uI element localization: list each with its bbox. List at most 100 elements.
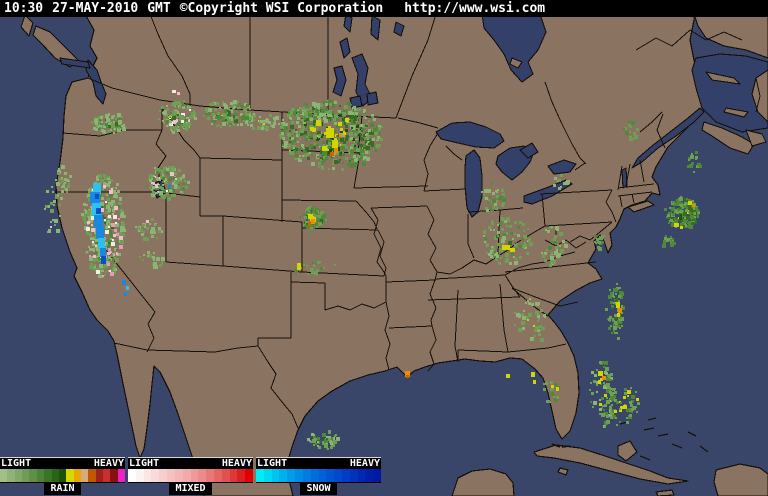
radar-cell-new-england-offshore xyxy=(691,223,694,226)
radar-cell-oregon-cascades xyxy=(93,122,95,124)
radar-cell-montana xyxy=(234,119,238,123)
radar-cell-mexico-streak xyxy=(328,431,331,434)
radar-cell-carolina-coast-line xyxy=(613,302,615,304)
radar-cell-bahamas-cells xyxy=(628,398,630,400)
radar-cell-carolina-coast-line xyxy=(610,292,613,295)
radar-cell-mexico-streak xyxy=(328,438,331,441)
radar-core-cell xyxy=(345,118,349,122)
radar-cell-bahamas-cells xyxy=(609,391,612,394)
radar-cell-north-dakota-minnesota xyxy=(342,153,345,156)
radar-cell-nebraska-colorado-cell xyxy=(312,225,314,227)
radar-core-cell xyxy=(680,226,683,229)
radar-cell-norcal-coast-specks xyxy=(51,186,53,188)
radar-cell-sierra-nevada xyxy=(84,228,86,230)
radar-cell-north-dakota-minnesota xyxy=(304,154,307,157)
bar-segment xyxy=(373,469,381,482)
radar-cell-north-dakota-minnesota xyxy=(354,161,357,164)
radar-core-cell xyxy=(617,313,620,317)
radar-cell-idaho xyxy=(176,116,178,118)
radar-cell-north-dakota-minnesota xyxy=(318,162,321,165)
radar-cell-lake-michigan-specks xyxy=(486,209,489,212)
radar-cell-oregon-coast xyxy=(69,175,72,178)
radar-cell-oregon-cascades xyxy=(114,128,116,130)
radar-cell-sierra-nevada xyxy=(110,210,113,213)
radar-cell-saskatchewan-band xyxy=(304,112,308,116)
radar-cell-georgia-scattered xyxy=(538,318,540,320)
radar-cell-florida-atlantic xyxy=(596,369,598,371)
radar-cell-sierra-nevada xyxy=(120,226,124,230)
radar-cell-montana xyxy=(211,120,213,122)
radar-cell-idaho xyxy=(193,110,195,112)
radar-cell-idaho xyxy=(181,120,184,123)
radar-cell-north-dakota-minnesota xyxy=(312,107,315,110)
radar-cell-north-dakota-minnesota xyxy=(343,141,346,144)
radar-cell-new-england-offshore xyxy=(686,198,688,200)
radar-cell-saskatchewan-band xyxy=(321,109,325,113)
radar-cell-utah-wasatch xyxy=(149,174,151,176)
radar-core-cell xyxy=(308,222,311,226)
radar-cell-florida-atlantic xyxy=(596,391,598,393)
radar-core-cell xyxy=(334,148,338,153)
radar-cell-sierra-mixed-flank xyxy=(104,219,106,221)
radar-cell-utah-wasatch xyxy=(159,192,162,195)
maritime-islands xyxy=(509,57,768,155)
radar-cell-new-england-offshore xyxy=(694,216,696,218)
radar-cell-montana xyxy=(235,113,238,116)
radar-cell-arizona-specks xyxy=(153,262,157,266)
james-bay-island xyxy=(509,57,523,69)
radar-cell-sierra-nevada xyxy=(115,187,117,189)
radar-cell-montana-east-band xyxy=(250,124,253,127)
long-island xyxy=(627,200,655,213)
radar-cell-wisconsin-illinois xyxy=(514,221,517,224)
radar-cell-utah-wasatch xyxy=(168,166,171,169)
radar-core-cell xyxy=(308,214,313,219)
radar-cell-sierra-nevada xyxy=(90,263,93,266)
radar-cell-north-dakota-minnesota xyxy=(361,149,364,152)
radar-cell-mexico-streak xyxy=(317,445,319,447)
radar-cell-indiana-ohio-valley xyxy=(554,235,557,238)
bar-segment xyxy=(302,469,311,482)
radar-cell-wisconsin-illinois xyxy=(521,238,524,241)
radar-cell-north-dakota-minnesota xyxy=(360,153,363,156)
radar-cell-norcal-coast-specks xyxy=(52,219,54,221)
radar-cell-utah-wasatch xyxy=(187,181,190,184)
radar-cell-idaho xyxy=(169,122,172,125)
radar-cell-utah-wasatch xyxy=(169,177,172,180)
radar-cell-north-dakota-minnesota xyxy=(358,114,361,117)
radar-cell-utah-wasatch xyxy=(166,190,168,192)
radar-cell-north-dakota-minnesota xyxy=(349,120,351,122)
radar-cell-nebraska-colorado-cell xyxy=(322,214,326,218)
radar-cell-new-england-offshore xyxy=(684,224,687,227)
radar-core-cell xyxy=(326,128,334,138)
radar-cell-north-dakota-minnesota xyxy=(313,135,317,139)
radar-cell-sierra-nevada xyxy=(112,267,115,270)
radar-cell-north-dakota-minnesota xyxy=(317,156,319,158)
radar-cell-sierra-nevada xyxy=(101,270,103,272)
radar-cell-utah-wasatch xyxy=(151,194,153,196)
radar-cell-nebraska-colorado-cell xyxy=(318,215,321,218)
radar-cell-montana xyxy=(238,110,240,112)
radar-cell-georgia-scattered xyxy=(528,302,531,305)
light-label: LIGHT xyxy=(129,458,160,469)
radar-cell-north-dakota-minnesota xyxy=(380,138,383,141)
radar-cell-oregon-cascades xyxy=(95,122,98,125)
radar-cell-wisconsin-illinois xyxy=(490,255,493,258)
radar-cell-maine-specks xyxy=(696,165,699,168)
radar-cell-oregon-coast xyxy=(55,179,57,181)
radar-cell-north-dakota-minnesota xyxy=(299,138,301,140)
radar-cell-north-dakota-minnesota xyxy=(311,162,315,166)
radar-cell-utah-wasatch xyxy=(156,177,159,180)
radar-cell-oregon-cascades xyxy=(105,114,109,118)
radar-cell-bahamas-cells xyxy=(606,397,608,399)
radar-cell-georgia-scattered xyxy=(543,314,546,317)
legend-scale-labels: LIGHT HEAVY xyxy=(256,457,381,469)
radar-cell-indiana-ohio-valley xyxy=(559,232,563,236)
radar-cell-florida-atlantic xyxy=(608,375,611,378)
radar-cell-montana xyxy=(233,115,236,118)
radar-cell-north-dakota-minnesota xyxy=(337,142,340,145)
radar-cell-idaho xyxy=(185,119,188,122)
radar-cell-florida-atlantic xyxy=(601,413,605,417)
radar-cell-north-dakota-minnesota xyxy=(322,141,325,144)
radar-cell-north-dakota-minnesota xyxy=(339,114,342,117)
radar-cell-sierra-nevada xyxy=(104,274,106,276)
